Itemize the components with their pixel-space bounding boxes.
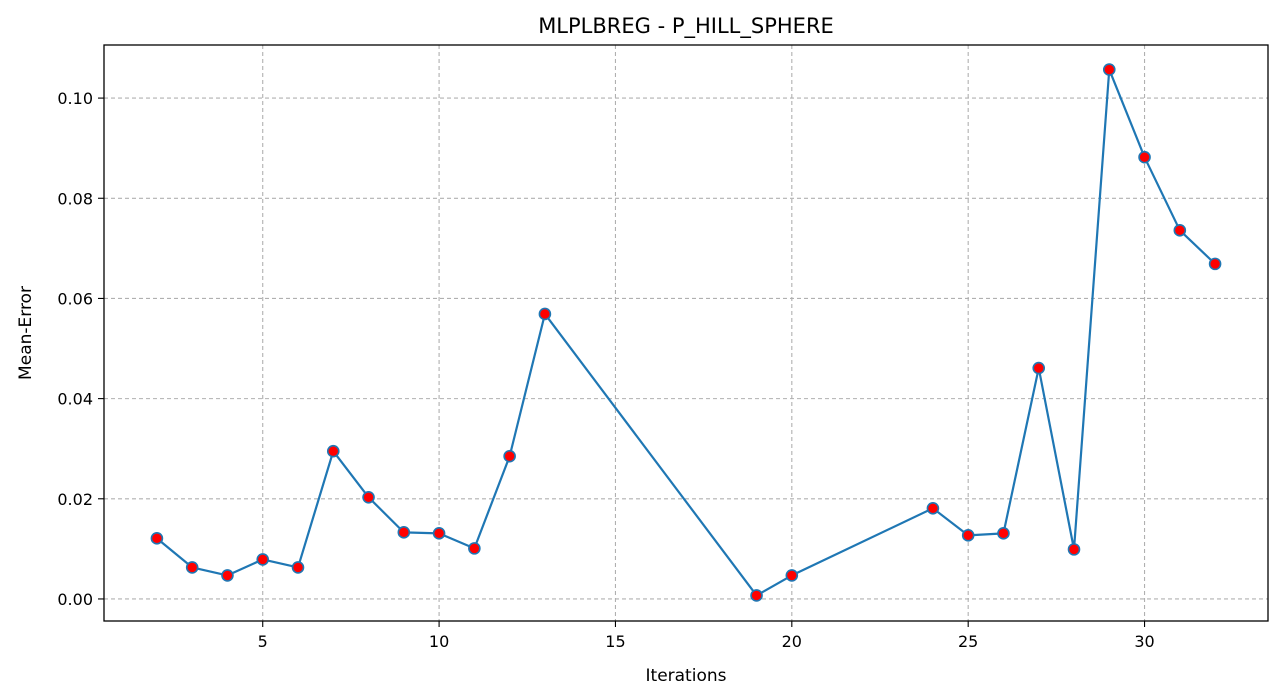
- data-point: [997, 527, 1010, 540]
- data-point: [256, 553, 270, 566]
- x-tick-label: 20: [782, 632, 802, 651]
- chart-title: MLPLBREG - P_HILL_SPHERE: [538, 14, 834, 39]
- x-tick-label: 25: [958, 632, 978, 651]
- x-tick-label: 30: [1134, 632, 1154, 651]
- grid: [104, 45, 1268, 621]
- data-point: [750, 589, 763, 602]
- data-point: [926, 502, 940, 515]
- data-point: [1067, 543, 1081, 556]
- data-point: [468, 542, 481, 555]
- data-point: [1208, 257, 1222, 271]
- data-point: [185, 561, 199, 574]
- data-point: [503, 449, 516, 463]
- data-point: [1173, 224, 1187, 237]
- x-tick-label: 5: [258, 632, 268, 651]
- plot-frame: [103, 44, 1269, 622]
- data-point: [397, 526, 411, 539]
- data-point: [785, 569, 799, 582]
- data-point: [221, 569, 234, 582]
- x-axis-label: Iterations: [646, 666, 727, 686]
- y-tick-label: 0.06: [57, 289, 93, 308]
- x-tick-label: 15: [605, 632, 625, 651]
- y-tick-label: 0.02: [57, 490, 93, 509]
- x-axis: 5 10 15 20 25 30: [258, 621, 1155, 651]
- data-point: [1138, 150, 1151, 164]
- y-axis-label: Mean-Error: [16, 286, 36, 380]
- data-point: [150, 532, 164, 545]
- y-axis: 0.00 0.02 0.04 0.06 0.08 0.10: [57, 89, 104, 609]
- y-tick-label: 0.00: [57, 590, 93, 609]
- data-point: [362, 490, 375, 504]
- data-point: [1102, 63, 1116, 76]
- data-point: [291, 561, 305, 574]
- data-point: [432, 527, 446, 540]
- data-point: [326, 444, 340, 458]
- y-tick-label: 0.10: [57, 89, 93, 108]
- y-tick-label: 0.04: [57, 390, 93, 409]
- series-layer: [150, 63, 1222, 602]
- x-tick-label: 10: [429, 632, 449, 651]
- data-point: [1032, 361, 1046, 375]
- y-tick-label: 0.08: [57, 189, 93, 208]
- data-point: [961, 529, 975, 542]
- data-point: [538, 307, 552, 321]
